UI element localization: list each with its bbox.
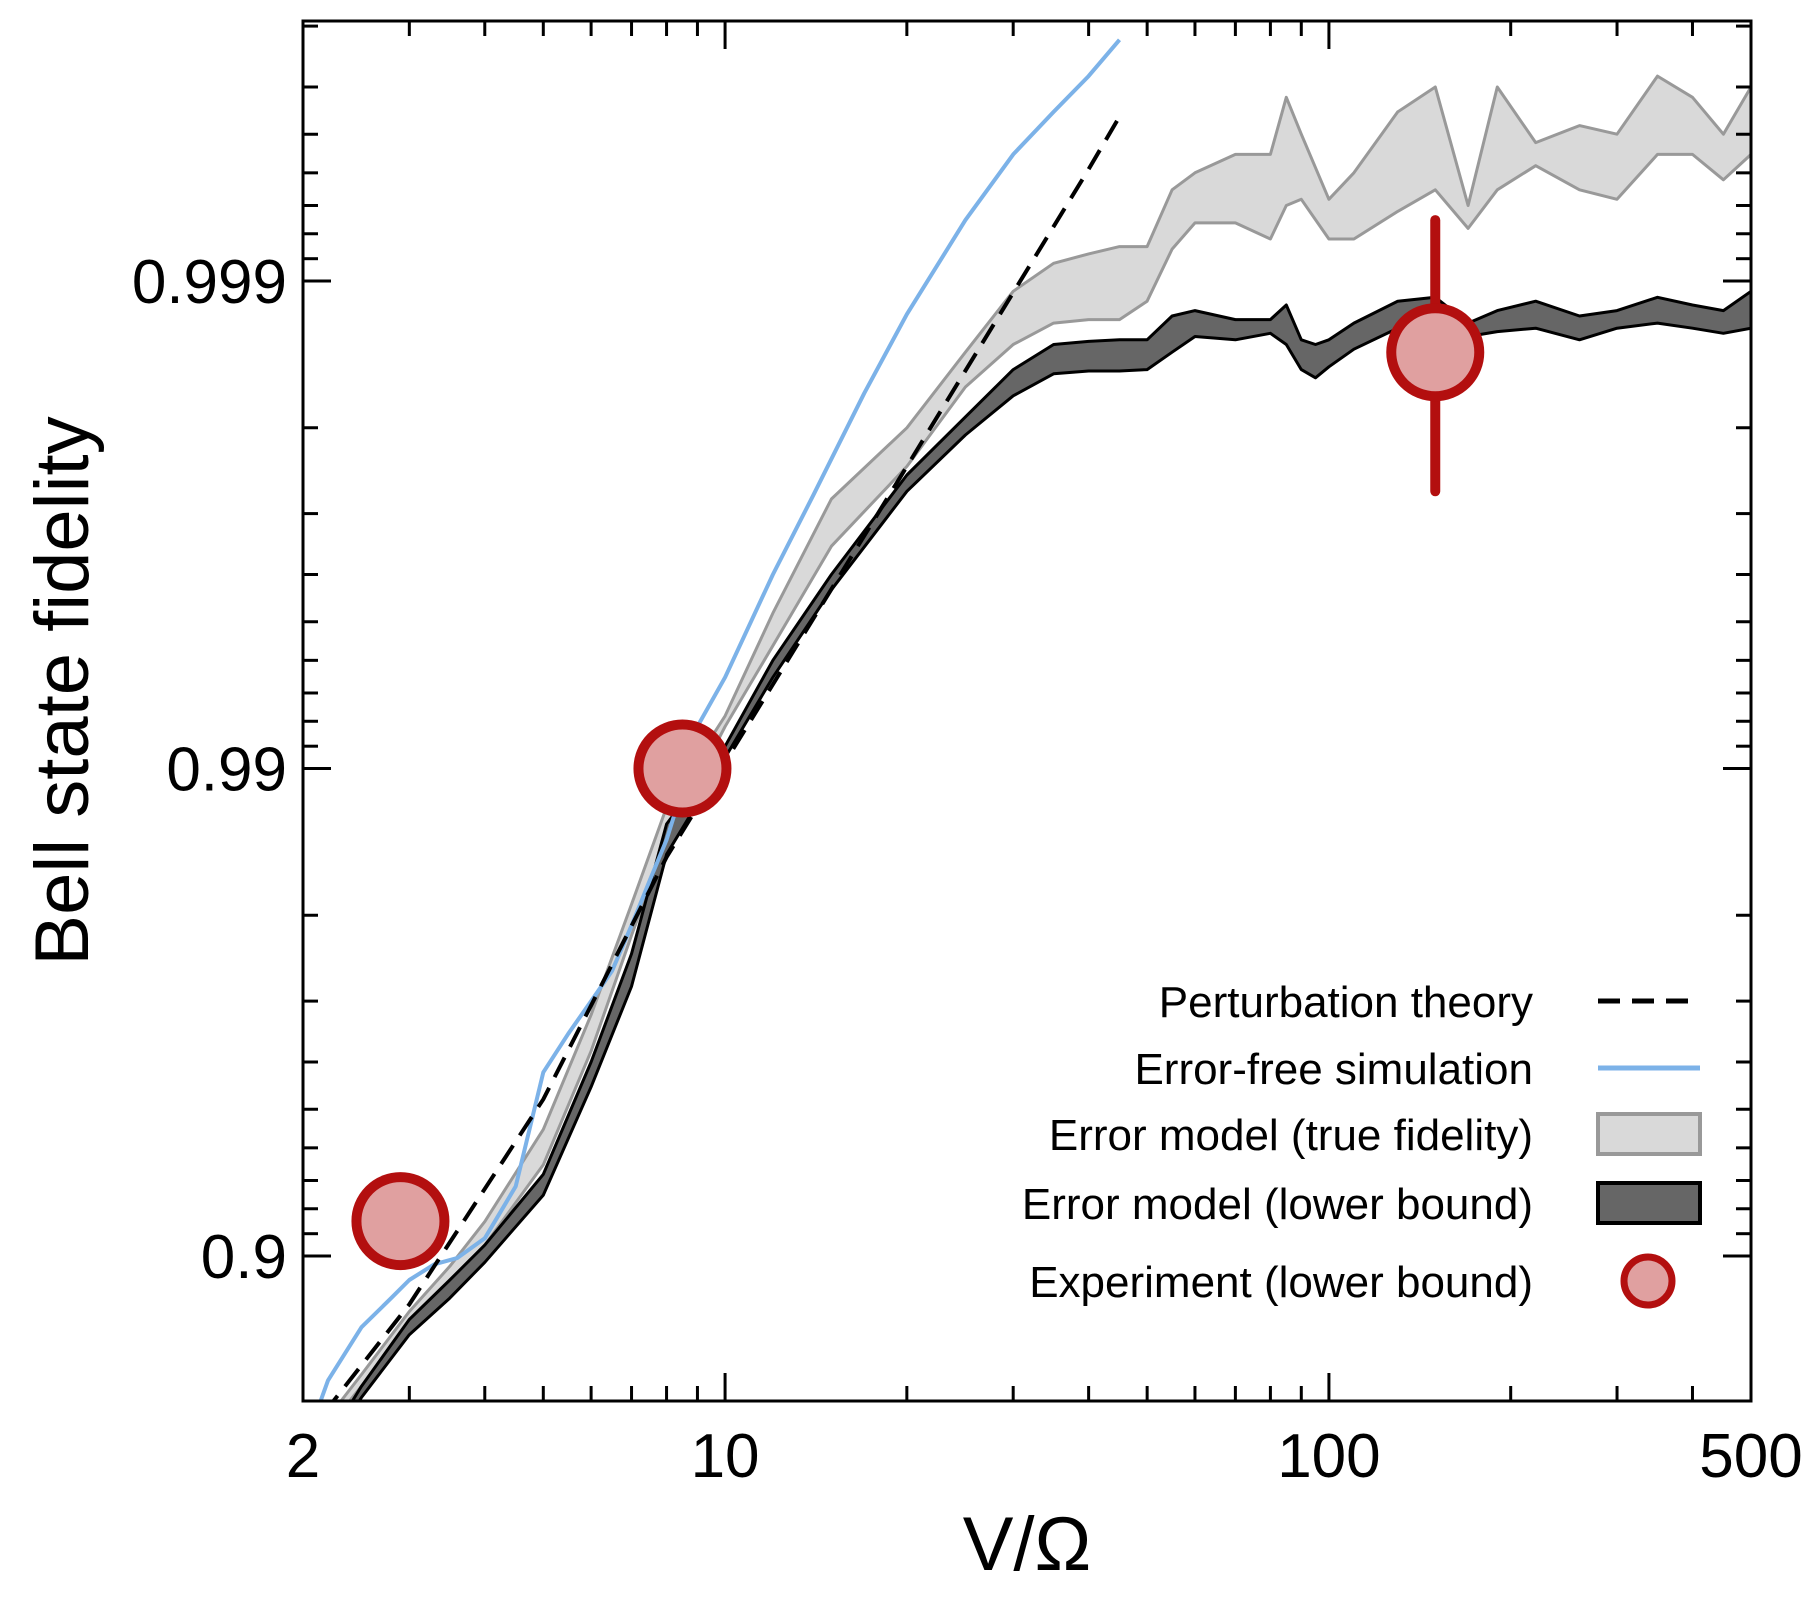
legend-swatch-2 xyxy=(1596,1112,1702,1156)
error-free-simulation-line xyxy=(318,38,1122,1401)
plot-frame xyxy=(301,19,1753,1403)
x-tick-label: 2 xyxy=(286,1422,320,1491)
x-tick-label: 10 xyxy=(691,1422,760,1491)
legend-label-2: Error model (true fidelity) xyxy=(1049,1111,1533,1160)
experiment-point-0 xyxy=(351,1172,450,1271)
true-fidelity-band-upper-edge xyxy=(339,74,1751,1401)
tick-labels: 2 10 100 500 0.9 0.99 0.999 xyxy=(132,248,1803,1491)
perturbation-theory-line xyxy=(330,115,1122,1401)
legend-label-3: Error model (lower bound) xyxy=(1022,1180,1533,1229)
legend-label-4: Experiment (lower bound) xyxy=(1029,1258,1533,1307)
legend-swatch-3 xyxy=(1596,1181,1702,1225)
y-tick-label: 0.99 xyxy=(166,736,287,805)
markers-layer xyxy=(351,215,1485,1271)
y-tick-label: 0.999 xyxy=(132,248,287,317)
true-fidelity-band-lower-edge xyxy=(347,152,1751,1401)
experiment-point-1 xyxy=(633,719,732,818)
lower-bound-band-upper-edge xyxy=(350,290,1751,1401)
y-axis-title: Bell state fidelity xyxy=(20,416,105,965)
lower-bound-band-fill xyxy=(352,291,1751,1401)
legend: Perturbation theory Error-free simulation… xyxy=(1022,978,1702,1309)
experiment-point-2 xyxy=(1386,303,1485,402)
legend-swatch-4 xyxy=(1620,1253,1676,1309)
x-tick-label: 500 xyxy=(1699,1422,1802,1491)
bands-layer xyxy=(339,74,1751,1401)
lines-layer xyxy=(318,38,1122,1401)
y-tick-label: 0.9 xyxy=(201,1223,287,1292)
legend-label-1: Error-free simulation xyxy=(1134,1045,1533,1094)
x-tick-label: 100 xyxy=(1277,1422,1380,1491)
ticks-layer xyxy=(301,21,1753,1401)
x-axis-title: V/Ω xyxy=(963,1502,1092,1587)
legend-label-0: Perturbation theory xyxy=(1159,978,1533,1027)
lower-bound-band-lower-edge xyxy=(357,314,1751,1401)
